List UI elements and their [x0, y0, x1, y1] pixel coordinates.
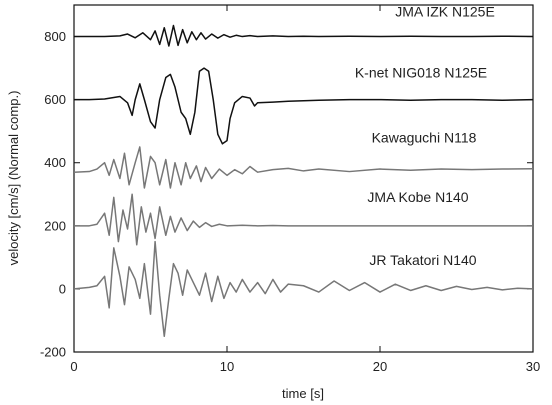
y-tick-label: 600 — [44, 92, 66, 107]
series-labels: JMA IZK N125E K-net NIG018 N125E Kawaguchi… — [355, 4, 495, 268]
series-line-kawaguchi-n118 — [73, 146, 534, 189]
x-tick-label: 0 — [70, 359, 77, 374]
y-axis-label: velocity [cm/s] (Normal comp.) — [6, 91, 21, 266]
series-line-k-net-nig018-n125e — [74, 67, 534, 145]
series-label-jr-takatori-n140: JR Takatori N140 — [369, 252, 476, 268]
series-lines — [73, 24, 534, 337]
series-label-jma-kobe-n140: JMA Kobe N140 — [367, 189, 468, 205]
y-tick-label: 400 — [44, 155, 66, 170]
y-tick-label: 0 — [59, 281, 66, 296]
series-label-kawaguchi-n118: Kawaguchi N118 — [372, 130, 477, 146]
x-tick-label: 30 — [526, 359, 540, 374]
y-tick-label: 800 — [44, 29, 66, 44]
y-tick-label: -200 — [40, 345, 66, 360]
y-tick-label: 200 — [44, 218, 66, 233]
series-line-jr-takatori-n140 — [73, 240, 534, 337]
series-label-jma-izk-n125e: JMA IZK N125E — [395, 4, 495, 20]
x-tick-label: 20 — [373, 359, 387, 374]
series-line-jma-izk-n125e — [74, 24, 534, 47]
x-axis-ticks: 0 10 20 30 — [70, 5, 540, 374]
plot-frame — [73, 4, 534, 353]
series-label-k-net-nig018-n125e: K-net NIG018 N125E — [355, 65, 487, 81]
x-tick-label: 10 — [220, 359, 234, 374]
series-line-jma-kobe-n140 — [74, 193, 533, 246]
x-axis-label: time [s] — [282, 386, 324, 401]
